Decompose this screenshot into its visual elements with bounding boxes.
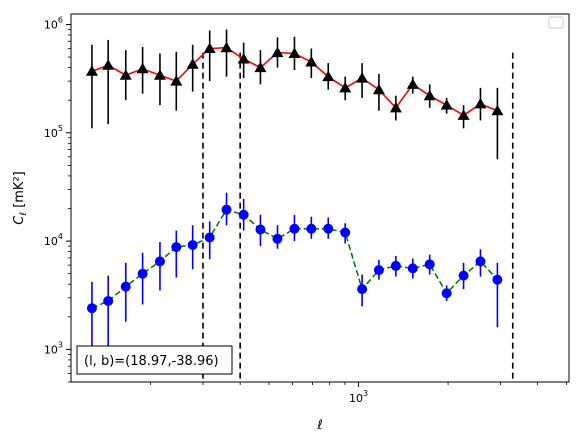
data-point-circle	[407, 263, 418, 274]
data-point-circle	[120, 281, 131, 292]
data-point-triangle	[186, 58, 199, 69]
data-point-circle	[289, 223, 300, 234]
data-point-triangle	[288, 47, 301, 58]
data-point-circle	[424, 259, 435, 270]
y-tick-label: 105	[44, 124, 63, 140]
x-axis-label: ℓ	[316, 418, 322, 433]
data-point-circle	[390, 260, 401, 271]
data-point-circle	[238, 209, 249, 220]
data-point-triangle	[85, 65, 98, 76]
data-point-circle	[204, 232, 215, 243]
data-point-triangle	[440, 99, 453, 110]
data-point-circle	[306, 223, 317, 234]
legend-box	[548, 16, 564, 29]
data-point-triangle	[271, 46, 284, 58]
data-point-triangle	[491, 104, 504, 116]
data-point-triangle	[372, 83, 385, 95]
data-point-triangle	[254, 61, 267, 73]
data-point-triangle	[153, 69, 166, 80]
data-point-circle	[492, 274, 503, 285]
data-point-triangle	[474, 97, 487, 109]
data-point-circle	[357, 284, 368, 295]
data-point-triangle	[203, 42, 216, 54]
data-point-circle	[154, 256, 165, 267]
y-tick-label: 106	[44, 15, 63, 31]
y-tick-label: 103	[44, 340, 63, 356]
data-point-triangle	[305, 56, 318, 67]
data-point-triangle	[339, 81, 352, 93]
data-point-circle	[137, 268, 148, 279]
data-point-circle	[458, 270, 469, 281]
plot-area	[85, 29, 514, 382]
y-tick-label: 104	[44, 232, 63, 248]
annotation-text: (l, b)=(18.97,-38.96)	[84, 354, 219, 369]
axes: 103 104 105 106 103 ℓ Cℓ [mK²] (l, b)=(18.97,-3…	[12, 13, 570, 433]
data-point-circle	[272, 233, 283, 244]
data-point-triangle	[237, 53, 250, 64]
data-point-triangle	[389, 101, 402, 113]
data-point-circle	[373, 265, 384, 276]
annotation-box	[76, 345, 233, 375]
data-point-circle	[103, 295, 114, 306]
y-axis-label: Cℓ [mK²]	[12, 171, 29, 224]
data-point-triangle	[356, 72, 369, 83]
data-point-circle	[340, 227, 351, 238]
data-point-triangle	[322, 70, 335, 82]
data-point-triangle	[102, 59, 115, 70]
data-point-circle	[86, 303, 97, 314]
data-point-triangle	[170, 75, 183, 86]
data-point-triangle	[136, 62, 149, 74]
data-point-circle	[323, 223, 334, 234]
data-point-triangle	[406, 78, 419, 89]
data-point-circle	[187, 240, 198, 251]
axes-frame	[70, 13, 570, 383]
data-point-circle	[441, 288, 452, 299]
data-point-circle	[475, 256, 486, 267]
data-point-triangle	[423, 89, 436, 101]
data-point-triangle	[119, 69, 132, 80]
data-point-circle	[221, 204, 232, 215]
x-tick-label: 103	[349, 389, 368, 405]
data-point-triangle	[220, 41, 233, 53]
data-point-triangle	[457, 109, 470, 120]
data-point-circle	[171, 242, 182, 253]
data-point-circle	[255, 224, 266, 235]
